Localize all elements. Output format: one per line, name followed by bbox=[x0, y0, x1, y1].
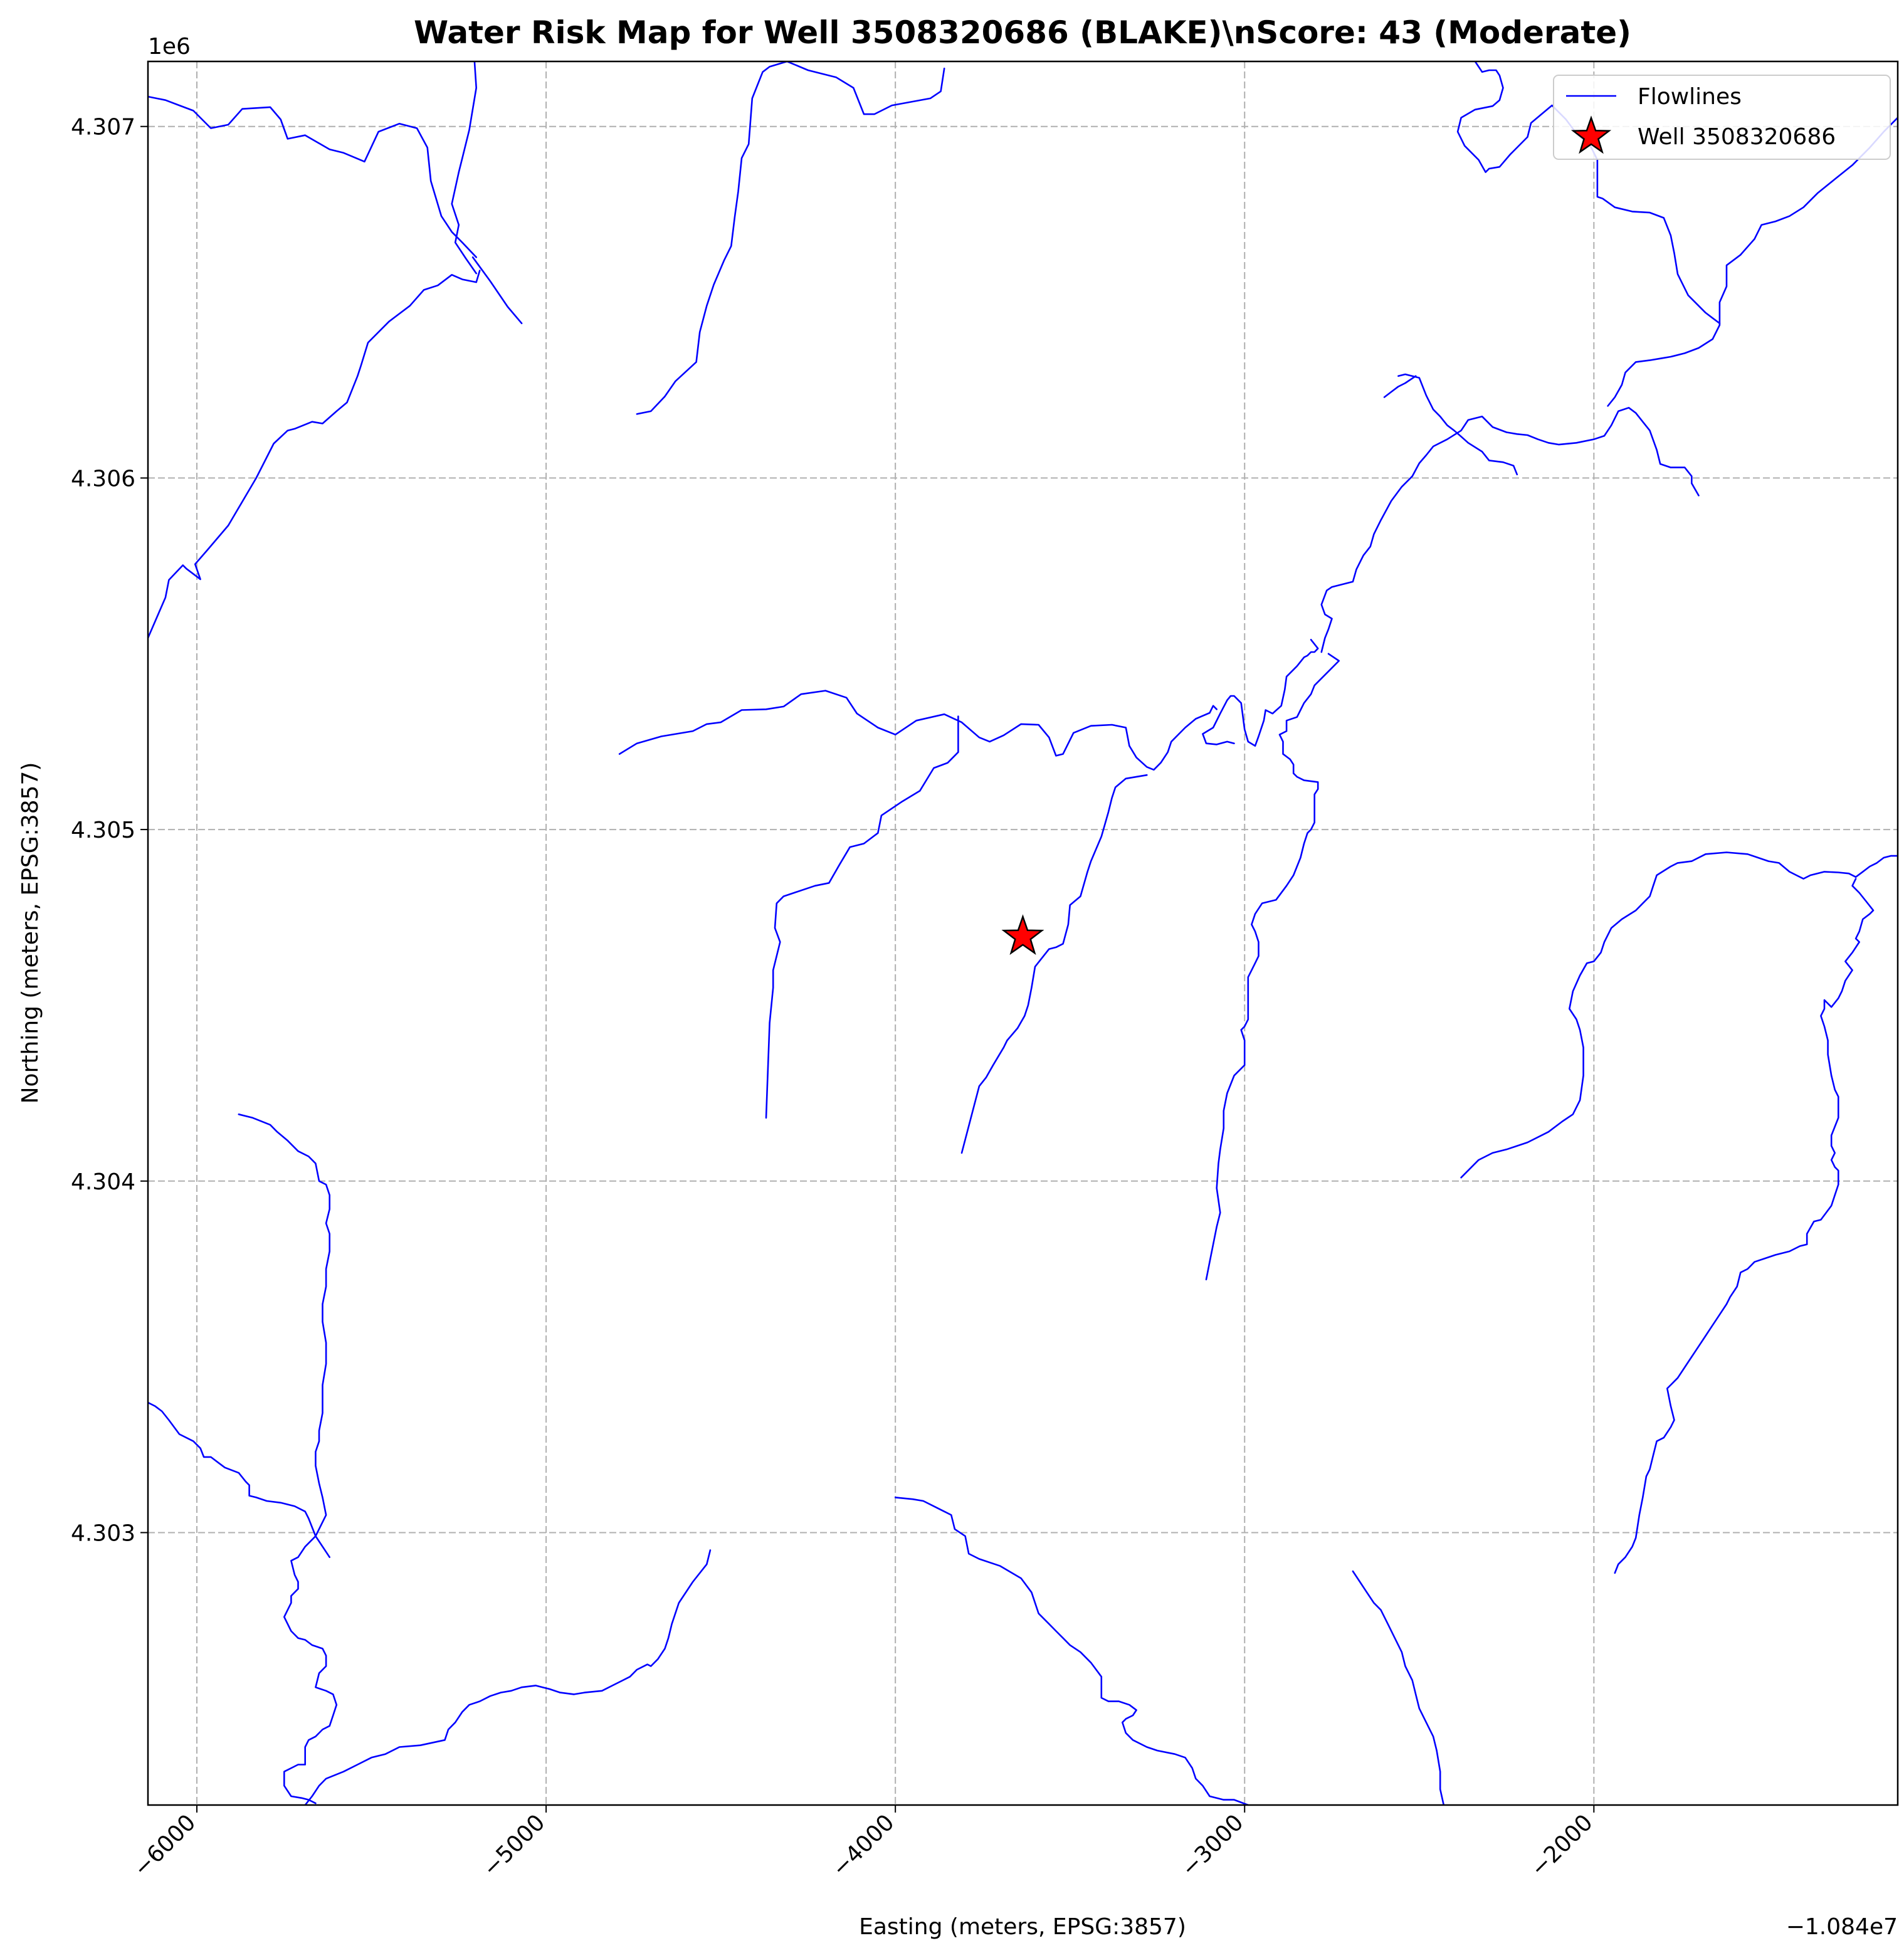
flowline bbox=[1205, 653, 1340, 1281]
flowline bbox=[1202, 638, 1319, 747]
y-tick-label: 4.305 bbox=[71, 818, 135, 843]
flowline bbox=[1383, 375, 1417, 398]
x-offset-label: −1.084e7 bbox=[1786, 1914, 1898, 1940]
x-tick-label: −4000 bbox=[827, 1809, 899, 1882]
flowline bbox=[148, 270, 481, 639]
well-marker-star bbox=[1001, 914, 1044, 955]
legend: Flowlines Well 3508320686 bbox=[1553, 75, 1891, 160]
flowline bbox=[148, 95, 478, 258]
x-tick-label: −3000 bbox=[1177, 1809, 1249, 1882]
y-tick-label: 4.304 bbox=[71, 1169, 135, 1195]
flowline bbox=[618, 690, 1218, 771]
y-axis-label: Northing (meters, EPSG:3857) bbox=[18, 762, 43, 1104]
flowline bbox=[304, 1549, 712, 1805]
flowline bbox=[894, 1497, 1249, 1805]
flowline bbox=[1614, 878, 1875, 1574]
flowline bbox=[148, 1401, 331, 1558]
y-tick-label: 4.306 bbox=[71, 466, 135, 492]
x-tick-label: −2000 bbox=[1526, 1809, 1598, 1882]
x-axis-ticks: −6000 −5000 −4000 −3000 −2000 bbox=[129, 1805, 1598, 1882]
y-tick-label: 4.307 bbox=[71, 115, 135, 140]
x-tick-label: −6000 bbox=[129, 1809, 201, 1882]
flowline bbox=[636, 61, 945, 415]
well-layer bbox=[1001, 914, 1044, 955]
plot-frame bbox=[147, 60, 1899, 1806]
legend-well-star bbox=[1570, 115, 1612, 154]
y-tick-label: 4.303 bbox=[71, 1520, 135, 1546]
flowline bbox=[1397, 373, 1518, 476]
x-axis-label: Easting (meters, EPSG:3857) bbox=[859, 1914, 1186, 1940]
y-offset-label: 1e6 bbox=[148, 34, 191, 60]
map-title: Water Risk Map for Well 3508320686 (BLAK… bbox=[414, 14, 1631, 51]
flowline bbox=[765, 715, 959, 1119]
legend-frame bbox=[1553, 75, 1891, 160]
flowlines-layer bbox=[148, 61, 1898, 1805]
flowline bbox=[471, 256, 523, 325]
flowline bbox=[1460, 851, 1898, 1179]
y-axis-ticks: 4.303 4.304 4.305 4.306 4.307 bbox=[71, 115, 148, 1546]
flowline bbox=[451, 61, 478, 275]
flowline bbox=[1352, 1570, 1445, 1805]
grid-lines bbox=[148, 61, 1898, 1805]
flowline bbox=[960, 774, 1148, 1154]
flowline bbox=[1320, 406, 1700, 653]
legend-well-label: Well 3508320686 bbox=[1638, 124, 1836, 150]
x-tick-label: −5000 bbox=[478, 1809, 550, 1882]
flowline bbox=[1607, 117, 1898, 407]
flowline bbox=[1456, 61, 1721, 325]
flowline bbox=[238, 1113, 338, 1804]
legend-flowlines-label: Flowlines bbox=[1638, 84, 1742, 110]
